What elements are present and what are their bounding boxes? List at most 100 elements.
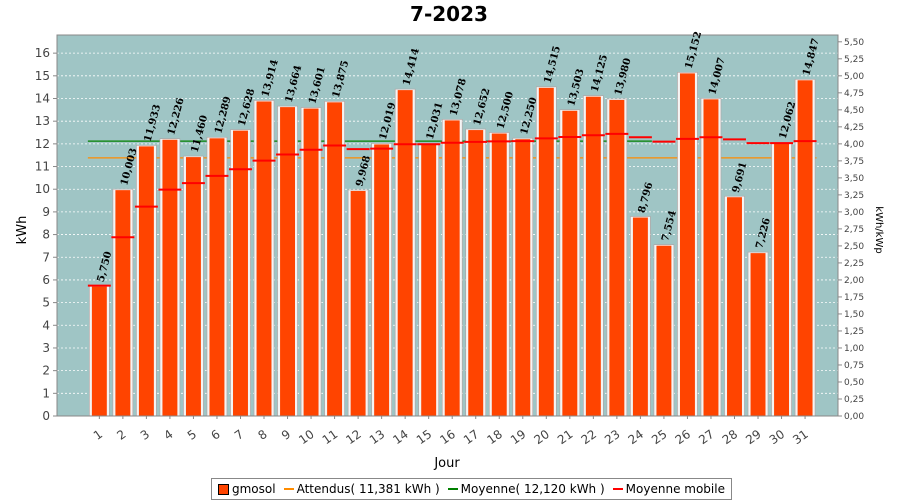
x-tick-label: 11 [320,427,341,447]
x-tick-label: 18 [484,427,505,447]
legend-item-attendus: Attendus( 11,381 kWh ) [283,482,440,496]
x-tick-label: 14 [390,427,411,447]
x-tick-label: 29 [743,427,764,447]
y2-tick-label: 3,75 [844,157,864,167]
bar [632,217,648,416]
x-axis: 1 2 3 4 5 6 7 8 9 10 11 12 13 14 15 16 17 18 19 20 21 22 23 24 2… [57,415,838,447]
bar [327,102,343,416]
y-tick-label: 5 [42,296,50,310]
x-tick-label: 3 [138,427,152,443]
y-tick-label: 6 [42,273,50,287]
y-tick-label: 13 [35,114,50,128]
y-axis-label: kWh [15,216,30,245]
legend-item-gmosol: gmosol [218,482,276,496]
y2-tick-label: 0,75 [844,361,864,371]
y2-tick-label: 3,00 [844,208,864,218]
x-axis-label: Jour [433,456,460,471]
y2-tick-label: 2,75 [844,225,864,235]
legend-swatch-moyenne-mobile [612,488,623,490]
x-tick-label: 22 [579,427,600,447]
y2-tick-label: 0,50 [844,378,864,388]
bar [138,146,154,417]
y-tick-label: 8 [42,228,50,242]
x-tick-label: 28 [720,427,741,447]
y-tick-label: 10 [35,182,50,196]
y-tick-label: 16 [35,46,50,60]
y2-tick-label: 4,00 [844,140,864,150]
bar [491,133,507,416]
y-tick-label: 1 [42,386,50,400]
x-tick-label: 8 [255,427,269,443]
y-axis-right: 0,00 0,25 0,50 0,75 1,00 1,25 1,50 1,75 2,00 2,25… [837,35,864,422]
y2-tick-label: 5,00 [844,72,864,82]
legend: gmosol Attendus( 11,381 kWh ) Moyenne( 1… [211,478,732,500]
y-tick-label: 0 [42,409,50,423]
bar [515,139,531,416]
legend-swatch-gmosol [218,483,229,495]
y-tick-label: 9 [42,205,50,219]
bar [444,120,460,417]
x-tick-label: 31 [790,427,811,447]
bar [115,190,131,416]
legend-item-moyenne-mobile: Moyenne mobile [612,482,725,496]
y2-tick-label: 5,50 [844,38,864,48]
y2-tick-label: 4,75 [844,89,864,99]
x-tick-label: 17 [461,427,482,447]
y2-tick-label: 2,50 [844,242,864,252]
y-tick-label: 11 [35,160,50,174]
bar [538,87,554,417]
bar [303,108,319,416]
y2-tick-label: 2,25 [844,259,864,269]
bar [797,80,813,416]
y2-tick-label: 0,00 [844,412,864,422]
bar [162,139,178,416]
x-tick-label: 4 [161,427,175,443]
x-tick-label: 16 [437,427,458,447]
y2-tick-label: 3,25 [844,191,864,201]
bar [280,107,296,417]
legend-item-moyenne: Moyenne( 12,120 kWh ) [447,482,605,496]
bar [468,130,484,416]
y2-tick-label: 1,25 [844,327,864,337]
y2-tick-label: 0,25 [844,395,864,405]
y2-tick-label: 1,00 [844,344,864,354]
bar [585,96,601,417]
bar [421,144,437,416]
y2-tick-label: 1,75 [844,293,864,303]
y2-tick-label: 4,50 [844,106,864,116]
bars [89,72,816,417]
bar [185,157,201,416]
x-tick-label: 27 [696,427,717,447]
bar [397,90,413,416]
moving-average-marks [87,132,817,287]
y2-tick-label: 5,25 [844,55,864,65]
x-tick-label: 30 [767,427,788,447]
y-tick-label: 15 [35,69,50,83]
legend-label-moyenne: Moyenne( 12,120 kWh ) [460,482,605,496]
x-tick-label: 25 [649,427,670,447]
bar [374,144,390,416]
bar [256,101,272,417]
bar [209,138,225,416]
y2-tick-label: 4,25 [844,123,864,133]
x-tick-label: 12 [343,427,364,447]
bar [679,73,695,417]
x-tick-label: 13 [367,427,388,447]
x-tick-label: 24 [626,427,647,447]
x-tick-label: 2 [114,427,128,443]
y-tick-label: 7 [42,250,50,264]
legend-label-moyenne-mobile: Moyenne mobile [625,482,725,496]
legend-label-attendus: Attendus( 11,381 kWh ) [296,482,440,496]
y2-tick-label: 1,50 [844,310,864,320]
x-tick-label: 21 [555,427,576,447]
x-tick-label: 6 [208,427,222,443]
y-tick-label: 3 [42,341,50,355]
x-tick-label: 26 [673,427,694,447]
x-tick-label: 9 [279,427,293,443]
x-tick-label: 15 [414,427,435,447]
legend-swatch-attendus [283,488,294,490]
bar [727,197,742,416]
y-tick-label: 4 [42,318,50,332]
